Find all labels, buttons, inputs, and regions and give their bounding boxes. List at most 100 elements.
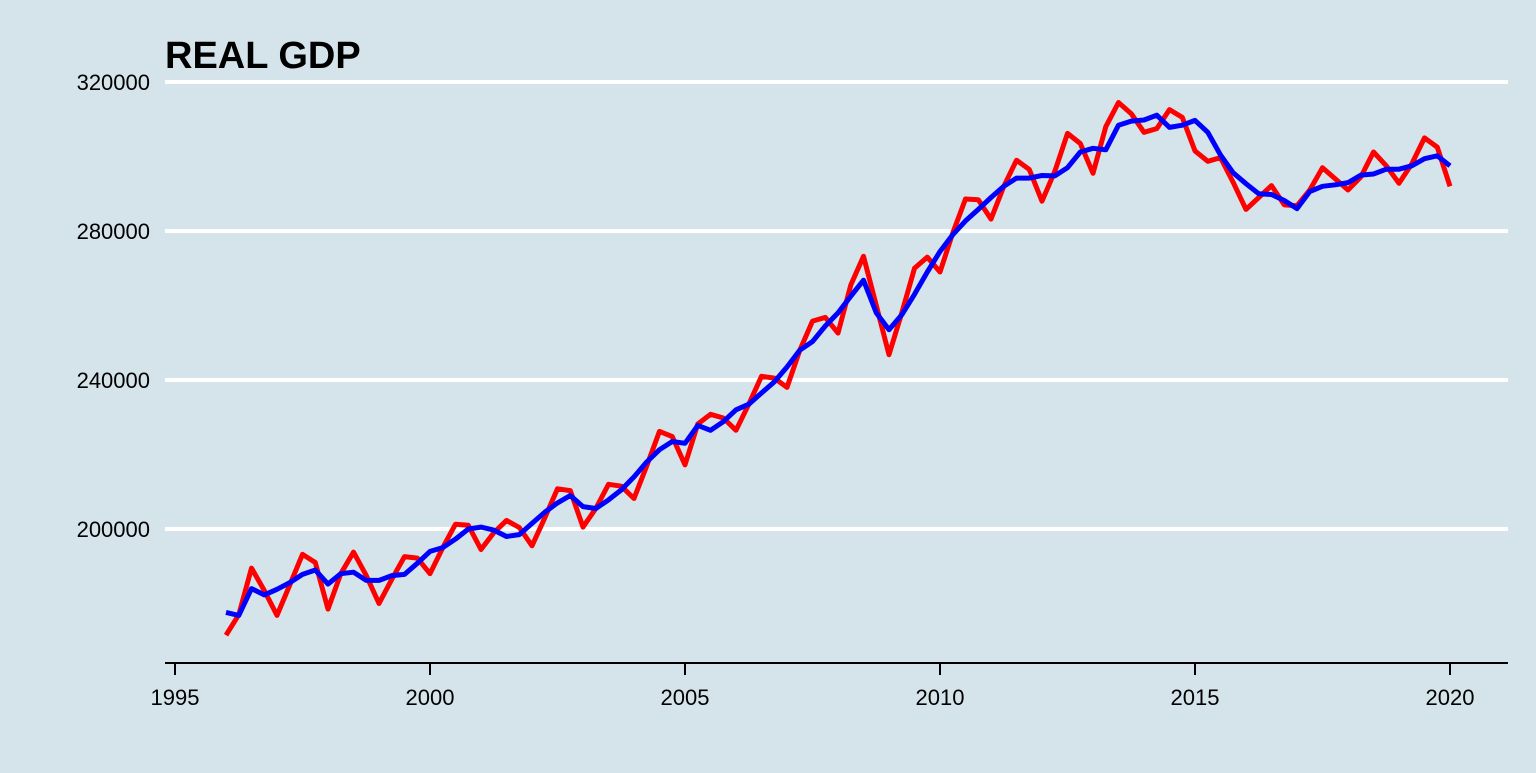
data-point [428, 549, 433, 554]
y-tick-label: 200000 [77, 517, 150, 542]
data-point [1116, 123, 1121, 128]
data-point [632, 474, 637, 479]
data-point [670, 434, 675, 439]
data-point [899, 312, 904, 317]
data-point [1346, 188, 1351, 193]
data-point [415, 561, 420, 566]
data-point [1320, 165, 1325, 170]
data-point [1193, 148, 1198, 153]
series-line [223, 100, 1453, 637]
x-tick-label: 2005 [661, 685, 710, 710]
data-point [326, 607, 331, 612]
data-point [1167, 125, 1172, 130]
data-point [836, 310, 841, 315]
data-point [734, 407, 739, 412]
data-point [950, 232, 955, 237]
data-point [976, 197, 981, 202]
data-point [1371, 150, 1376, 155]
data-point [989, 217, 994, 222]
y-axis-labels: 200000 240000 280000 320000 [77, 70, 150, 542]
data-point [989, 195, 994, 200]
data-point [721, 419, 726, 424]
data-point [479, 547, 484, 552]
x-tick-label: 2020 [1426, 685, 1475, 710]
data-point [377, 601, 382, 606]
data-point [1435, 145, 1440, 150]
data-point [1422, 135, 1427, 140]
data-point [938, 249, 943, 254]
data-point [453, 522, 458, 527]
data-point [657, 429, 662, 434]
x-tick-label: 2015 [1171, 685, 1220, 710]
data-point [925, 270, 930, 275]
data-point [1078, 150, 1083, 155]
data-point [848, 283, 853, 288]
data-point [912, 292, 917, 297]
data-point [823, 315, 828, 320]
data-point [1218, 153, 1223, 158]
data-point [1014, 176, 1019, 181]
data-point [1205, 130, 1210, 135]
data-point [632, 496, 637, 501]
data-point [389, 573, 394, 578]
data-point [1320, 184, 1325, 189]
data-point [1040, 173, 1045, 178]
data-point [275, 613, 280, 618]
data-point [568, 493, 573, 498]
data-point [797, 348, 802, 353]
data-point [746, 402, 751, 407]
data-point [504, 518, 509, 523]
data-point [1346, 180, 1351, 185]
data-point [912, 266, 917, 271]
data-point [925, 255, 930, 260]
data-point [542, 510, 547, 515]
data-point [1358, 173, 1363, 178]
data-point [224, 610, 229, 615]
data-point [874, 310, 879, 315]
y-tick-label: 280000 [77, 219, 150, 244]
data-point [313, 568, 318, 573]
series-lines [223, 100, 1453, 637]
data-point [1103, 124, 1108, 129]
series-line [225, 112, 1452, 618]
data-point [1256, 191, 1261, 196]
data-point [377, 578, 382, 583]
data-point [313, 560, 318, 565]
data-point [428, 571, 433, 576]
data-point [338, 571, 343, 576]
series-2 [224, 112, 1453, 618]
data-point [1409, 163, 1414, 168]
data-point [402, 554, 407, 559]
data-point [262, 592, 267, 597]
data-point [530, 521, 535, 526]
data-point [1116, 100, 1121, 105]
data-point [402, 572, 407, 577]
data-point [1333, 182, 1338, 187]
data-point [275, 587, 280, 592]
data-point [887, 352, 892, 357]
data-point [1091, 146, 1096, 151]
data-point [466, 527, 471, 532]
data-point [657, 447, 662, 452]
data-point [1052, 173, 1057, 178]
data-point [364, 578, 369, 583]
data-point [1282, 198, 1287, 203]
data-point [759, 374, 764, 379]
data-point [300, 572, 305, 577]
data-point [1231, 170, 1236, 175]
data-point [848, 294, 853, 299]
data-point [963, 218, 968, 223]
data-point [1244, 207, 1249, 212]
data-point [1448, 163, 1453, 168]
data-point [785, 365, 790, 370]
data-point [1129, 119, 1134, 124]
data-point [1193, 118, 1198, 123]
data-point [1295, 206, 1300, 211]
series-1 [223, 100, 1453, 637]
chart-title: REAL GDP [165, 35, 361, 77]
data-point [593, 506, 598, 511]
data-point [861, 278, 866, 283]
